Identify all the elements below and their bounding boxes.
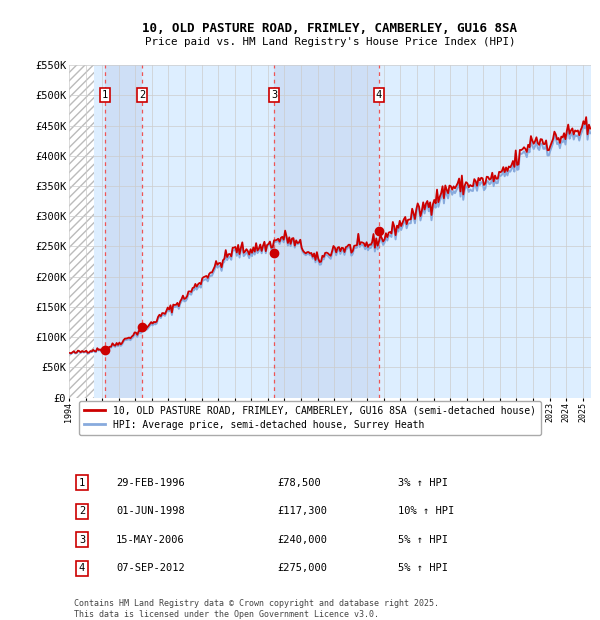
Text: £240,000: £240,000 xyxy=(278,535,328,545)
Text: 5% ↑ HPI: 5% ↑ HPI xyxy=(398,563,448,574)
Text: £117,300: £117,300 xyxy=(278,507,328,516)
Text: £78,500: £78,500 xyxy=(278,478,322,488)
Text: Price paid vs. HM Land Registry's House Price Index (HPI): Price paid vs. HM Land Registry's House … xyxy=(145,37,515,47)
Text: 2: 2 xyxy=(139,91,145,100)
Text: 29-FEB-1996: 29-FEB-1996 xyxy=(116,478,185,488)
Text: 3: 3 xyxy=(79,535,85,545)
Text: 2: 2 xyxy=(79,507,85,516)
Bar xyxy=(105,65,142,397)
Text: 10% ↑ HPI: 10% ↑ HPI xyxy=(398,507,454,516)
Legend: 10, OLD PASTURE ROAD, FRIMLEY, CAMBERLEY, GU16 8SA (semi-detached house), HPI: A: 10, OLD PASTURE ROAD, FRIMLEY, CAMBERLEY… xyxy=(79,401,541,435)
Text: 07-SEP-2012: 07-SEP-2012 xyxy=(116,563,185,574)
Text: £275,000: £275,000 xyxy=(278,563,328,574)
Text: 01-JUN-1998: 01-JUN-1998 xyxy=(116,507,185,516)
Bar xyxy=(274,65,379,397)
Text: 4: 4 xyxy=(376,91,382,100)
Bar xyxy=(69,65,94,397)
Text: 3: 3 xyxy=(271,91,277,100)
Text: 5% ↑ HPI: 5% ↑ HPI xyxy=(398,535,448,545)
Text: 1: 1 xyxy=(101,91,108,100)
Text: 3% ↑ HPI: 3% ↑ HPI xyxy=(398,478,448,488)
Text: 4: 4 xyxy=(79,563,85,574)
Text: 1: 1 xyxy=(79,478,85,488)
Text: 10, OLD PASTURE ROAD, FRIMLEY, CAMBERLEY, GU16 8SA: 10, OLD PASTURE ROAD, FRIMLEY, CAMBERLEY… xyxy=(143,22,517,35)
Text: Contains HM Land Registry data © Crown copyright and database right 2025.
This d: Contains HM Land Registry data © Crown c… xyxy=(74,600,439,619)
Text: 15-MAY-2006: 15-MAY-2006 xyxy=(116,535,185,545)
